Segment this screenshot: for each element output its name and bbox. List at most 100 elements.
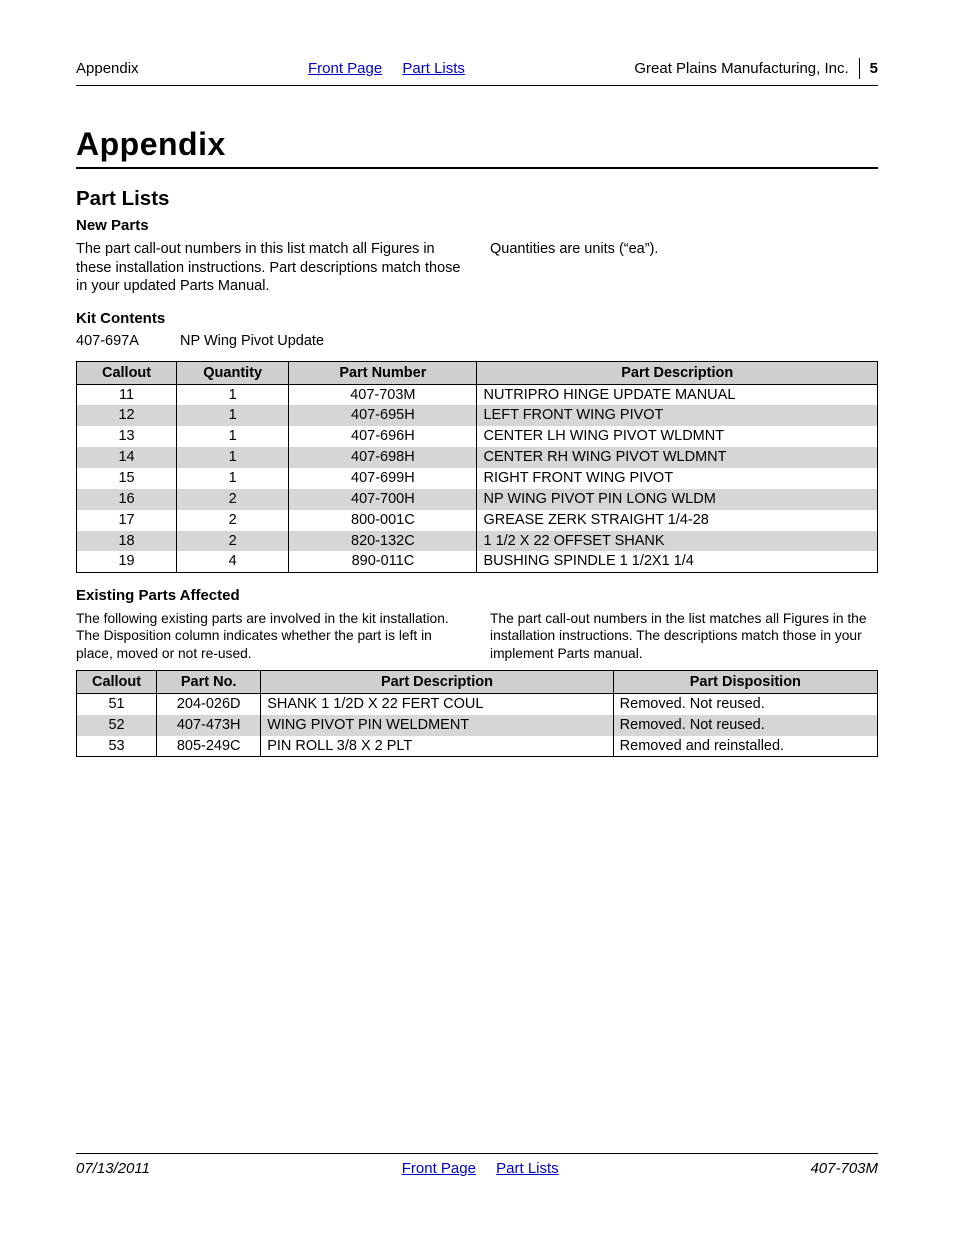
- footer-docnum: 407-703M: [810, 1160, 878, 1177]
- table-cell: 1: [177, 426, 289, 447]
- table-cell: 407-696H: [289, 426, 477, 447]
- table-cell: 1: [177, 468, 289, 489]
- table-row: 182820-132C1 1/2 X 22 OFFSET SHANK: [77, 531, 878, 552]
- table-cell: NP WING PIVOT PIN LONG WLDM: [477, 489, 878, 510]
- table-cell: 14: [77, 447, 177, 468]
- table-cell: 805-249C: [157, 736, 261, 757]
- kit-number: 407-697A: [76, 333, 176, 349]
- table-cell: 204-026D: [157, 693, 261, 714]
- table-cell: 19: [77, 551, 177, 572]
- table-cell: 407-703M: [289, 384, 477, 405]
- table-cell: 11: [77, 384, 177, 405]
- table-cell: BUSHING SPINDLE 1 1/2X1 1/4: [477, 551, 878, 572]
- table-cell: PIN ROLL 3/8 X 2 PLT: [261, 736, 613, 757]
- table-row: 162407-700HNP WING PIVOT PIN LONG WLDM: [77, 489, 878, 510]
- table-cell: 2: [177, 510, 289, 531]
- kit-contents-table: CalloutQuantityPart NumberPart Descripti…: [76, 361, 878, 574]
- table-cell: NUTRIPRO HINGE UPDATE MANUAL: [477, 384, 878, 405]
- subheading-kit-contents: Kit Contents: [76, 310, 878, 327]
- existing-parts-col2: The part call-out numbers in the list ma…: [490, 610, 878, 662]
- table-cell: CENTER LH WING PIVOT WLDMNT: [477, 426, 878, 447]
- subheading-existing-parts: Existing Parts Affected: [76, 587, 878, 604]
- table-cell: 2: [177, 489, 289, 510]
- footer-link-part-lists[interactable]: Part Lists: [496, 1160, 559, 1177]
- table-cell: 52: [77, 715, 157, 736]
- header-company: Great Plains Manufacturing, Inc. 5: [634, 58, 878, 79]
- header-rule: [76, 85, 878, 86]
- table-header: Quantity: [177, 361, 289, 384]
- table-cell: 2: [177, 531, 289, 552]
- table-cell: RIGHT FRONT WING PIVOT: [477, 468, 878, 489]
- table-cell: 1: [177, 405, 289, 426]
- table-row: 131407-696HCENTER LH WING PIVOT WLDMNT: [77, 426, 878, 447]
- table-row: 194890-011CBUSHING SPINDLE 1 1/2X1 1/4: [77, 551, 878, 572]
- page-footer: 07/13/2011 Front Page Part Lists 407-703…: [76, 1153, 878, 1177]
- table-cell: 1: [177, 384, 289, 405]
- table-row: 141407-698HCENTER RH WING PIVOT WLDMNT: [77, 447, 878, 468]
- page-header: Appendix Front Page Part Lists Great Pla…: [76, 58, 878, 79]
- title-rule: [76, 167, 878, 169]
- table-header: Part Number: [289, 361, 477, 384]
- table-header: Part Disposition: [613, 670, 877, 693]
- table-header: Part Description: [477, 361, 878, 384]
- existing-parts-col1: The following existing parts are involve…: [76, 610, 464, 662]
- table-row: 151407-699HRIGHT FRONT WING PIVOT: [77, 468, 878, 489]
- table-cell: Removed. Not reused.: [613, 715, 877, 736]
- footer-links: Front Page Part Lists: [150, 1160, 810, 1177]
- table-cell: 1 1/2 X 22 OFFSET SHANK: [477, 531, 878, 552]
- table-row: 111407-703MNUTRIPRO HINGE UPDATE MANUAL: [77, 384, 878, 405]
- header-link-part-lists[interactable]: Part Lists: [402, 60, 465, 77]
- table-header: Part No.: [157, 670, 261, 693]
- table-cell: 1: [177, 447, 289, 468]
- table-row: 172800-001CGREASE ZERK STRAIGHT 1/4-28: [77, 510, 878, 531]
- new-parts-text: The part call-out numbers in this list m…: [76, 240, 878, 296]
- table-cell: Removed. Not reused.: [613, 693, 877, 714]
- table-row: 51204-026DSHANK 1 1/2D X 22 FERT COULRem…: [77, 693, 878, 714]
- table-cell: Removed and reinstalled.: [613, 736, 877, 757]
- table-cell: 4: [177, 551, 289, 572]
- table-cell: GREASE ZERK STRAIGHT 1/4-28: [477, 510, 878, 531]
- table-cell: 16: [77, 489, 177, 510]
- header-section-name: Appendix: [76, 60, 139, 77]
- table-cell: 890-011C: [289, 551, 477, 572]
- table-cell: 407-698H: [289, 447, 477, 468]
- table-cell: 12: [77, 405, 177, 426]
- table-cell: 407-473H: [157, 715, 261, 736]
- table-cell: 17: [77, 510, 177, 531]
- table-row: 53805-249CPIN ROLL 3/8 X 2 PLTRemoved an…: [77, 736, 878, 757]
- section-heading: Part Lists: [76, 187, 878, 211]
- table-cell: 18: [77, 531, 177, 552]
- table-cell: 820-132C: [289, 531, 477, 552]
- new-parts-col1: The part call-out numbers in this list m…: [76, 240, 464, 296]
- table-cell: SHANK 1 1/2D X 22 FERT COUL: [261, 693, 613, 714]
- table-cell: WING PIVOT PIN WELDMENT: [261, 715, 613, 736]
- existing-parts-text: The following existing parts are involve…: [76, 610, 878, 662]
- table-cell: LEFT FRONT WING PIVOT: [477, 405, 878, 426]
- kit-name: NP Wing Pivot Update: [180, 333, 324, 349]
- table-cell: 407-695H: [289, 405, 477, 426]
- table-cell: 407-699H: [289, 468, 477, 489]
- table-cell: 53: [77, 736, 157, 757]
- table-cell: 13: [77, 426, 177, 447]
- page-title: Appendix: [76, 126, 878, 163]
- subheading-new-parts: New Parts: [76, 217, 878, 234]
- company-name: Great Plains Manufacturing, Inc.: [634, 60, 848, 77]
- table-cell: 51: [77, 693, 157, 714]
- table-cell: 800-001C: [289, 510, 477, 531]
- table-cell: 15: [77, 468, 177, 489]
- table-cell: CENTER RH WING PIVOT WLDMNT: [477, 447, 878, 468]
- table-row: 52407-473HWING PIVOT PIN WELDMENTRemoved…: [77, 715, 878, 736]
- header-links: Front Page Part Lists: [139, 60, 635, 77]
- header-link-front-page[interactable]: Front Page: [308, 60, 382, 77]
- table-header: Callout: [77, 361, 177, 384]
- table-cell: 407-700H: [289, 489, 477, 510]
- table-row: 121407-695HLEFT FRONT WING PIVOT: [77, 405, 878, 426]
- new-parts-col2: Quantities are units (“ea”).: [490, 240, 878, 296]
- footer-link-front-page[interactable]: Front Page: [402, 1160, 476, 1177]
- kit-line: 407-697A NP Wing Pivot Update: [76, 333, 878, 349]
- footer-date: 07/13/2011: [76, 1160, 150, 1177]
- existing-parts-table: CalloutPart No.Part DescriptionPart Disp…: [76, 670, 878, 758]
- page-number: 5: [859, 58, 878, 79]
- table-header: Callout: [77, 670, 157, 693]
- table-header: Part Description: [261, 670, 613, 693]
